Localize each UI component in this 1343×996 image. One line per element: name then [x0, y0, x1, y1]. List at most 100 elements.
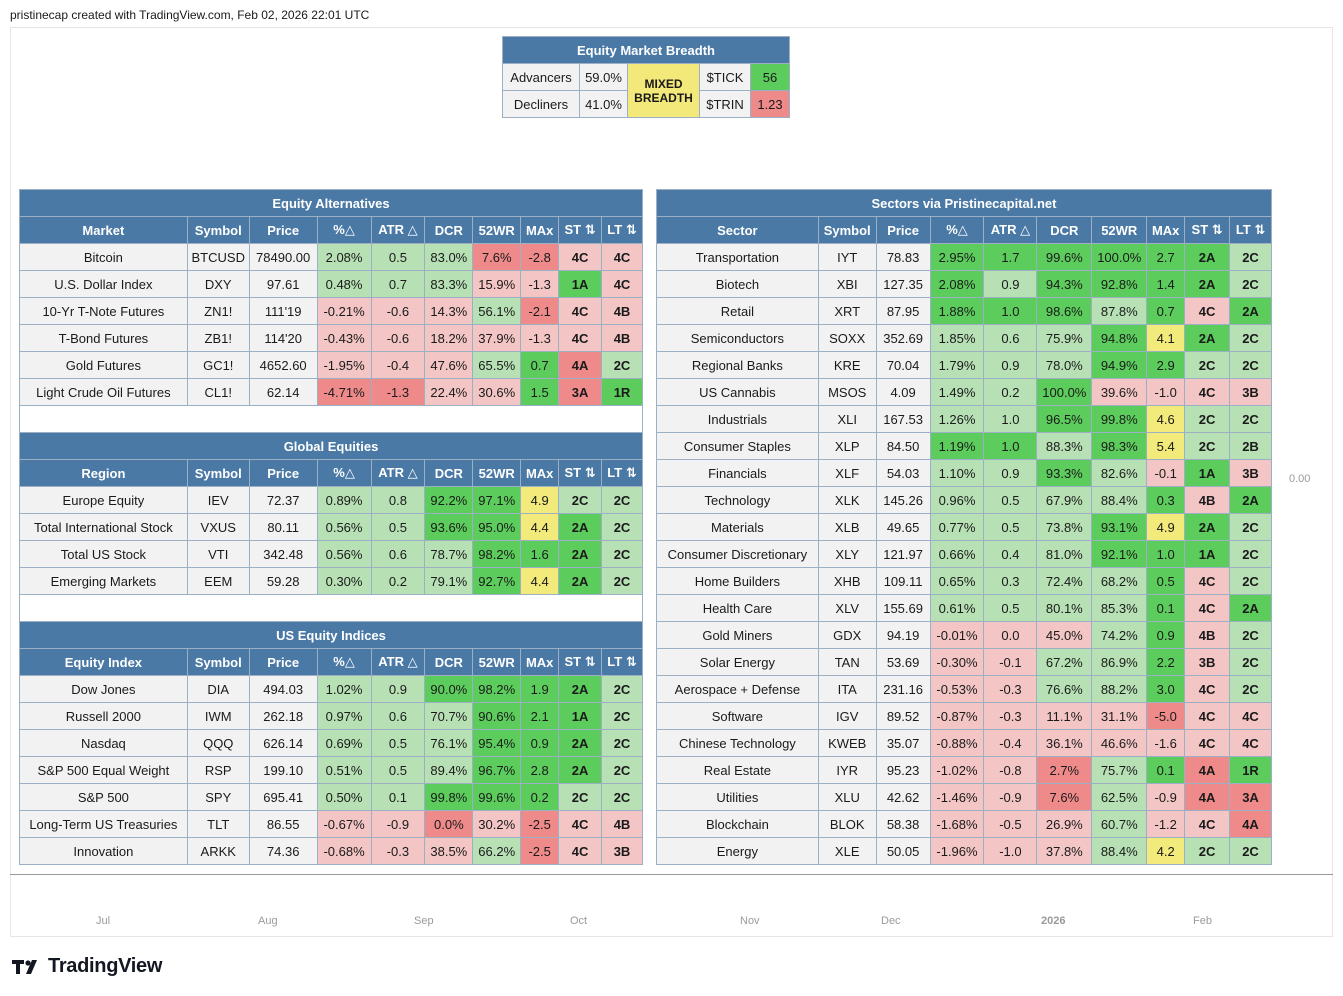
sectors-row[interactable]: Regional Banks KRE 70.04 1.79% 0.9 78.0% 94.9%… [656, 351, 1272, 379]
us-indices-cell: 0.69% [316, 729, 372, 757]
sectors-cell: 7.6% [1036, 783, 1093, 811]
sectors-row[interactable]: Retail XRT 87.95 1.88% 1.0 98.6% 87.8% 0.7 4C 2A [656, 297, 1272, 325]
us-indices-column-header[interactable]: Equity Index [19, 648, 188, 676]
time-axis-label: Feb [1193, 915, 1212, 927]
us-indices-row[interactable]: Long-Term US Treasuries TLT 86.55 -0.67% -0.… [19, 810, 643, 838]
us-indices-cell: 0.2 [520, 783, 560, 811]
sectors-row[interactable]: Solar Energy TAN 53.69 -0.30% -0.1 67.2% 86.9%… [656, 648, 1272, 676]
sectors-row[interactable]: US Cannabis MSOS 4.09 1.49% 0.2 100.0% 39.6% -1… [656, 378, 1272, 406]
sectors-row[interactable]: Home Builders XHB 109.11 0.65% 0.3 72.4% 68.2%… [656, 567, 1272, 595]
us-indices-column-header[interactable]: Symbol [186, 648, 250, 676]
global-equities-row[interactable]: Total International Stock VXUS 80.11 0.56% 0… [19, 513, 643, 541]
sectors-column-header[interactable]: LT ⇅ [1229, 216, 1272, 244]
global-equities-column-header[interactable]: DCR [424, 459, 474, 487]
sectors-row[interactable]: Real Estate IYR 95.23 -1.02% -0.8 2.7% 75.7% 0.… [656, 756, 1272, 784]
us-indices-cell: 70.7% [424, 702, 474, 730]
alternatives-row[interactable]: 10-Yr T-Note Futures ZN1! 111'19 -0.21% -0.6… [19, 297, 643, 325]
sectors-row[interactable]: Blockchain BLOK 58.38 -1.68% -0.5 26.9% 60.7% -… [656, 810, 1272, 838]
global-equities-row[interactable]: Europe Equity IEV 72.37 0.89% 0.8 92.2% 97.1% 4… [19, 486, 643, 514]
sectors-cell: 0.1 [1146, 594, 1186, 622]
alternatives-column-header[interactable]: MAx [520, 216, 560, 244]
global-equities-column-header[interactable]: Symbol [186, 459, 250, 487]
sectors-cell: 4C [1184, 567, 1231, 595]
global-equities-column-header[interactable]: ATR △ [370, 459, 426, 487]
alternatives-column-header[interactable]: ATR △ [370, 216, 426, 244]
alternatives-row[interactable]: Bitcoin BTCUSD 78490.00 2.08% 0.5 83.0% 7.6% -2… [19, 243, 643, 271]
alternatives-column-header[interactable]: %△ [316, 216, 372, 244]
alternatives-column-header[interactable]: DCR [424, 216, 474, 244]
sectors-cell: 88.3% [1036, 432, 1093, 460]
global-equities-column-header[interactable]: Price [248, 459, 318, 487]
sectors-cell: -1.46% [929, 783, 985, 811]
global-equities-column-header[interactable]: 52WR [472, 459, 522, 487]
sectors-row[interactable]: Transportation IYT 78.83 2.95% 1.7 99.6% 100.0… [656, 243, 1272, 271]
sectors-column-header[interactable]: ST ⇅ [1184, 216, 1231, 244]
alternatives-column-header[interactable]: ST ⇅ [558, 216, 603, 244]
us-indices-column-header[interactable]: %△ [316, 648, 372, 676]
sectors-row[interactable]: Consumer Staples XLP 84.50 1.19% 1.0 88.3% 98.… [656, 432, 1272, 460]
alternatives-row[interactable]: T-Bond Futures ZB1! 114'20 -0.43% -0.6 18.2% 3… [19, 324, 643, 352]
sectors-row[interactable]: Financials XLF 54.03 1.10% 0.9 93.3% 82.6% -0.1… [656, 459, 1272, 487]
alternatives-column-header[interactable]: Price [248, 216, 318, 244]
chart-pane[interactable] [10, 27, 1333, 937]
us-indices-row[interactable]: Innovation ARKK 74.36 -0.68% -0.3 38.5% 66.2% -… [19, 837, 643, 865]
alternatives-row[interactable]: Light Crude Oil Futures CL1! 62.14 -4.71% -1… [19, 378, 643, 406]
us-indices-column-header[interactable]: LT ⇅ [601, 648, 643, 676]
sectors-row[interactable]: Chinese Technology KWEB 35.07 -0.88% -0.4 36.… [656, 729, 1272, 757]
us-indices-column-header[interactable]: MAx [520, 648, 560, 676]
alternatives-column-header[interactable]: Market [19, 216, 188, 244]
sectors-column-header[interactable]: 52WR [1091, 216, 1148, 244]
global-equities-column-header[interactable]: ST ⇅ [558, 459, 603, 487]
us-indices-row[interactable]: Russell 2000 IWM 262.18 0.97% 0.6 70.7% 90.6% 2… [19, 702, 643, 730]
sectors-row[interactable]: Semiconductors SOXX 352.69 1.85% 0.6 75.9% 94.… [656, 324, 1272, 352]
sectors-row[interactable]: Materials XLB 49.65 0.77% 0.5 73.8% 93.1% 4.9 2A… [656, 513, 1272, 541]
alternatives-column-header[interactable]: LT ⇅ [601, 216, 643, 244]
sectors-cell: 2.7% [1036, 756, 1093, 784]
sectors-column-header[interactable]: %△ [929, 216, 985, 244]
sectors-row[interactable]: Aerospace + Defense ITA 231.16 -0.53% -0.3 76… [656, 675, 1272, 703]
sectors-column-header[interactable]: Sector [656, 216, 819, 244]
alternatives-cell: 4B [601, 297, 643, 325]
us-indices-cell: 99.6% [472, 783, 522, 811]
global-equities-cell: 2C [601, 540, 643, 568]
us-indices-column-header[interactable]: DCR [424, 648, 474, 676]
us-indices-row[interactable]: S&P 500 SPY 695.41 0.50% 0.1 99.8% 99.6% 0.2 2C 2… [19, 783, 643, 811]
sectors-column-header[interactable]: Symbol [817, 216, 877, 244]
alternatives-cell: Bitcoin [19, 243, 188, 271]
sectors-row[interactable]: Energy XLE 50.05 -1.96% -1.0 37.8% 88.4% 4.2 2C 2… [656, 837, 1272, 865]
us-indices-column-header[interactable]: 52WR [472, 648, 522, 676]
tradingview-logo[interactable]: TradingView [12, 955, 162, 978]
equity-market-breadth-table: Equity Market Breadth Advancers 59.0% MI… [502, 36, 790, 118]
sectors-row[interactable]: Utilities XLU 42.62 -1.46% -0.9 7.6% 62.5% -0.9… [656, 783, 1272, 811]
us-indices-row[interactable]: Dow Jones DIA 494.03 1.02% 0.9 90.0% 98.2% 1.9 2… [19, 675, 643, 703]
alternatives-column-header[interactable]: Symbol [186, 216, 250, 244]
us-indices-column-header[interactable]: Price [248, 648, 318, 676]
sectors-row[interactable]: Technology XLK 145.26 0.96% 0.5 67.9% 88.4% 0.3… [656, 486, 1272, 514]
global-equities-column-header[interactable]: MAx [520, 459, 560, 487]
sectors-row[interactable]: Health Care XLV 155.69 0.61% 0.5 80.1% 85.3% 0.… [656, 594, 1272, 622]
global-equities-cell: 93.6% [424, 513, 474, 541]
sectors-column-header[interactable]: MAx [1146, 216, 1186, 244]
us-indices-cell: 0.0% [424, 810, 474, 838]
sectors-column-header[interactable]: Price [875, 216, 931, 244]
global-equities-column-header[interactable]: LT ⇅ [601, 459, 643, 487]
global-equities-row[interactable]: Emerging Markets EEM 59.28 0.30% 0.2 79.1% 92.… [19, 567, 643, 595]
global-equities-column-header[interactable]: Region [19, 459, 188, 487]
us-indices-column-header[interactable]: ATR △ [370, 648, 426, 676]
sectors-column-header[interactable]: DCR [1036, 216, 1093, 244]
global-equities-row[interactable]: Total US Stock VTI 342.48 0.56% 0.6 78.7% 98.2… [19, 540, 643, 568]
sectors-row[interactable]: Gold Miners GDX 94.19 -0.01% 0.0 45.0% 74.2% 0.… [656, 621, 1272, 649]
sectors-row[interactable]: Biotech XBI 127.35 2.08% 0.9 94.3% 92.8% 1.4 2A 2… [656, 270, 1272, 298]
us-indices-row[interactable]: Nasdaq QQQ 626.14 0.69% 0.5 76.1% 95.4% 0.9 2A 2C [19, 729, 643, 757]
alternatives-column-header[interactable]: 52WR [472, 216, 522, 244]
global-equities-column-header[interactable]: %△ [316, 459, 372, 487]
sectors-column-header[interactable]: ATR △ [983, 216, 1038, 244]
alternatives-row[interactable]: Gold Futures GC1! 4652.60 -1.95% -0.4 47.6% 65… [19, 351, 643, 379]
sectors-row[interactable]: Consumer Discretionary XLY 121.97 0.66% 0.4 8… [656, 540, 1272, 568]
sectors-row[interactable]: Software IGV 89.52 -0.87% -0.3 11.1% 31.1% -5.0… [656, 702, 1272, 730]
us-indices-column-header[interactable]: ST ⇅ [558, 648, 603, 676]
us-indices-row[interactable]: S&P 500 Equal Weight RSP 199.10 0.51% 0.5 89.… [19, 756, 643, 784]
alternatives-row[interactable]: U.S. Dollar Index DXY 97.61 0.48% 0.7 83.3% 15… [19, 270, 643, 298]
sectors-row[interactable]: Industrials XLI 167.53 1.26% 1.0 96.5% 99.8% 4.… [656, 405, 1272, 433]
sectors-cell: 100.0% [1036, 378, 1093, 406]
